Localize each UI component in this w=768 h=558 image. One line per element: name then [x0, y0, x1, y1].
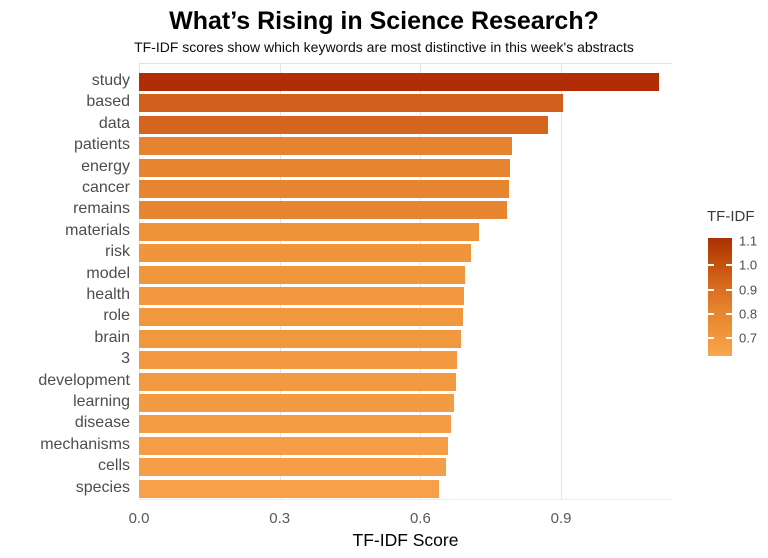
bar	[139, 372, 456, 391]
x-tick-label: 0.9	[550, 510, 572, 527]
y-axis-label: data	[98, 114, 130, 132]
legend-tick-label: 0.9	[739, 282, 758, 297]
legend-colorbar	[708, 238, 732, 356]
legend-tick-label: 0.7	[739, 330, 758, 346]
y-axis-label: 3	[121, 350, 130, 368]
y-axis-label: model	[86, 264, 130, 282]
legend-tick-mark	[726, 264, 732, 267]
legend-tick-label: 0.8	[739, 306, 758, 322]
legend-tick-label: 1.0	[739, 257, 758, 273]
legend-tick-mark	[708, 312, 714, 315]
bar	[139, 158, 511, 177]
bar	[139, 222, 479, 241]
bar	[139, 436, 448, 455]
legend: TF-IDF 1.1 1.0 0.9 0.8 0.7	[700, 208, 768, 376]
y-axis-label: species	[75, 478, 130, 496]
y-axis-label: learning	[73, 393, 130, 410]
y-axis-label: cells	[97, 457, 130, 475]
bar	[139, 394, 454, 412]
legend-title: TF-IDF	[707, 208, 755, 225]
y-axis-label: remains	[73, 200, 130, 218]
bar	[139, 479, 440, 498]
chart-subtitle: TF-IDF scores show which keywords are mo…	[134, 39, 634, 55]
y-axis-label: development	[38, 371, 130, 389]
y-axis-label: energy	[81, 157, 130, 175]
legend-tick-mark	[726, 288, 732, 291]
bar	[139, 287, 464, 305]
bar	[139, 137, 513, 156]
bar	[139, 115, 548, 134]
x-tick-label: 0.6	[409, 510, 431, 527]
gridline	[561, 64, 562, 499]
bar	[139, 201, 507, 220]
x-tick-label: 0.3	[269, 510, 291, 527]
y-axis-label: disease	[74, 414, 130, 432]
y-axis-label: based	[86, 93, 130, 111]
chart-title: What’s Rising in Science Research?	[169, 7, 599, 35]
bar	[139, 458, 447, 477]
plot-area	[139, 63, 672, 500]
legend-tick-mark	[708, 336, 714, 339]
y-axis-label: patients	[73, 136, 130, 154]
bar	[139, 244, 471, 263]
legend-tick-mark	[726, 336, 732, 339]
legend-tick-mark	[708, 288, 714, 291]
bar	[139, 180, 509, 198]
bar	[139, 265, 466, 284]
y-axis-label: mechanisms	[40, 435, 130, 453]
y-axis-label: risk	[105, 243, 130, 261]
bar	[139, 94, 564, 113]
legend-tick-mark	[726, 312, 732, 315]
bar	[139, 351, 457, 370]
y-axis-label: role	[103, 307, 130, 325]
legend-tick-mark	[708, 264, 714, 267]
bar	[139, 73, 660, 91]
y-axis-label: health	[86, 286, 130, 303]
y-axis-label: brain	[94, 328, 130, 346]
bar	[139, 308, 463, 327]
bar	[139, 329, 462, 348]
bar	[139, 415, 452, 434]
y-axis-label: cancer	[81, 179, 130, 196]
y-axis-label: study	[91, 72, 130, 89]
x-tick-label: 0.0	[128, 510, 150, 527]
legend-tick-label: 1.1	[739, 233, 758, 249]
y-axis-label: materials	[65, 221, 130, 239]
x-axis-title: TF-IDF Score	[352, 530, 459, 550]
